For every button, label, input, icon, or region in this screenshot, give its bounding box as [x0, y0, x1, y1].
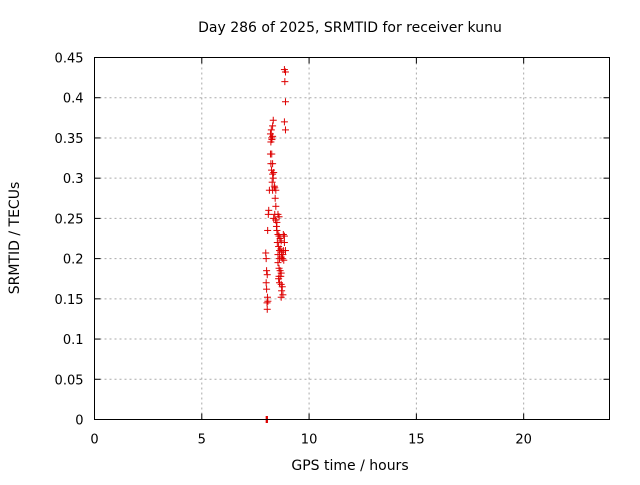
data-point	[268, 178, 276, 186]
y-tick-label: 0.2	[63, 253, 84, 268]
y-axis-title: SRMTID / TECUs	[7, 182, 23, 295]
data-point	[274, 259, 282, 267]
y-tick-label: 0.35	[55, 132, 84, 147]
data-point	[267, 126, 275, 134]
data-point	[265, 206, 273, 214]
data-point	[273, 239, 281, 247]
data-point	[278, 255, 286, 263]
data-point	[269, 122, 277, 130]
data-point	[280, 239, 288, 247]
plot-frame	[94, 57, 610, 420]
data-point	[268, 150, 276, 158]
data-point	[270, 214, 278, 222]
data-point	[269, 170, 277, 178]
x-tick-label: 5	[198, 433, 206, 448]
data-point	[264, 297, 272, 305]
y-tick-label: 0.45	[55, 52, 84, 67]
y-tick-label: 0.05	[55, 373, 84, 388]
data-point	[272, 186, 280, 194]
data-point	[279, 230, 287, 238]
data-point	[262, 279, 270, 287]
data-point	[280, 118, 288, 126]
grid-layer	[94, 57, 610, 420]
data-point	[280, 256, 288, 264]
data-point	[263, 271, 271, 279]
data-point	[263, 299, 271, 307]
data-point	[275, 272, 283, 280]
data-point	[269, 132, 277, 140]
data-point	[281, 98, 289, 106]
data-point	[281, 78, 289, 86]
data-point	[273, 226, 281, 234]
y-tick-label: 0.3	[63, 172, 84, 187]
x-axis-title: GPS time / hours	[291, 458, 408, 474]
x-tick-label: 15	[408, 433, 425, 448]
data-point	[263, 267, 271, 275]
ticks-layer	[94, 57, 610, 420]
x-tick-label: 20	[515, 433, 532, 448]
data-point	[262, 255, 270, 263]
data-point	[269, 160, 277, 168]
data-point	[281, 247, 289, 255]
y-tick-label: 0.15	[55, 293, 84, 308]
data-point	[264, 226, 272, 234]
data-point	[277, 237, 285, 245]
x-tick-label: 0	[90, 433, 98, 448]
data-point	[270, 169, 278, 177]
y-tick-label: 0.1	[63, 333, 84, 348]
x-tick-label: 10	[301, 433, 318, 448]
data-point	[278, 283, 286, 291]
data-point	[268, 136, 276, 144]
data-point	[275, 279, 283, 287]
data-point	[269, 116, 277, 124]
data-point	[281, 126, 289, 134]
y-tick-label: 0.4	[63, 92, 84, 107]
data-point	[281, 68, 289, 76]
data-point	[263, 285, 271, 293]
y-tick-label: 0.25	[55, 212, 84, 227]
data-point	[272, 202, 280, 210]
y-tick-label: 0	[75, 414, 83, 429]
data-point	[278, 287, 286, 295]
data-point	[263, 305, 271, 313]
tick-labels-layer: 0 5 10 15 20 0 0.05 0.1 0.15 0.2 0.25 0.3 0.35 0.4 0.4…	[55, 52, 532, 448]
data-point	[279, 251, 287, 259]
data-point	[271, 194, 279, 202]
data-point	[277, 293, 285, 301]
data-point	[275, 213, 283, 221]
chart-title: Day 286 of 2025, SRMTID for receiver kun…	[198, 20, 502, 36]
data-point	[280, 232, 288, 240]
data-points-layer	[262, 66, 289, 423]
